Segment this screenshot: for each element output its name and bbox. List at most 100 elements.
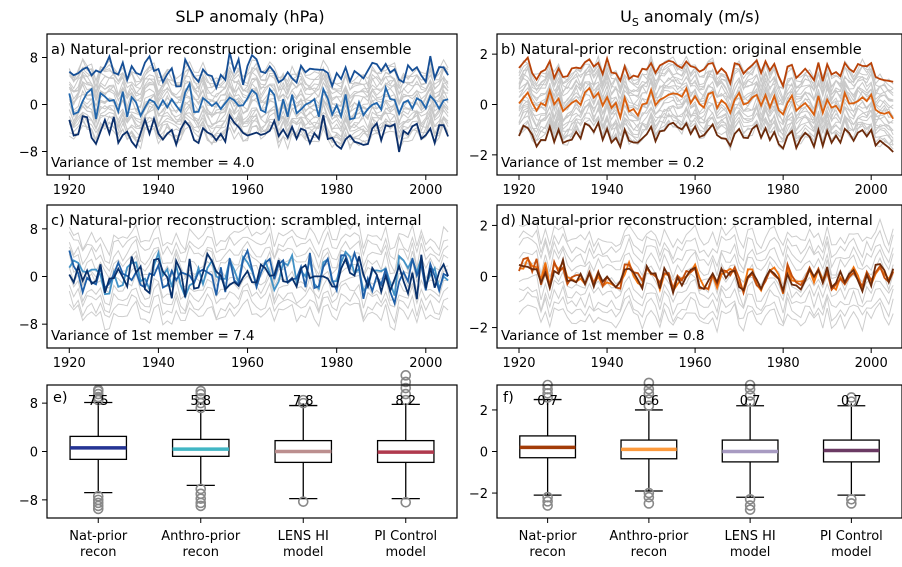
y-tick-label: 0 xyxy=(30,446,38,461)
category-label: recon xyxy=(631,545,667,560)
ensemble-member-line xyxy=(68,65,449,93)
y-tick-label: 2 xyxy=(480,48,488,63)
y-tick-label: 0 xyxy=(30,271,38,286)
x-tick-label: 2000 xyxy=(409,183,442,198)
ensemble-member-line xyxy=(68,97,449,126)
outlier-marker xyxy=(643,400,655,412)
outlier-marker xyxy=(400,388,412,400)
ensemble-member-line xyxy=(518,114,894,147)
ensemble-member-line xyxy=(518,112,894,146)
outlier-marker xyxy=(744,396,756,407)
x-tick-label: 1960 xyxy=(231,356,264,371)
ensemble-member-line xyxy=(68,67,449,98)
ensemble-member-line xyxy=(518,284,894,316)
axes-frame-a xyxy=(46,33,458,176)
outlier-marker xyxy=(400,394,412,406)
category-label: model xyxy=(283,545,323,560)
series-line-2 xyxy=(518,55,894,89)
category-label: Anthro-prior xyxy=(161,529,241,544)
outlier-marker xyxy=(744,500,756,511)
x-tick-label: 2000 xyxy=(855,356,888,371)
axes-frame-e xyxy=(46,384,458,519)
outlier-marker xyxy=(400,376,412,388)
x-tick-label: 1940 xyxy=(142,356,175,371)
variance-annotation-b: Variance of 1st member = 0.2 xyxy=(501,155,705,171)
panel-d: 1920 1940 1960 1980 2000 d) Natural-prior rec… xyxy=(469,204,902,371)
box-value-label: 0.7 xyxy=(740,394,761,409)
outlier-marker xyxy=(92,497,104,509)
ensemble-member-line xyxy=(518,229,894,262)
outlier-marker xyxy=(297,397,309,409)
panel-b: 1920 1940 1960 1980 2000 b) Natural-prior rec… xyxy=(469,33,902,198)
outlier-marker xyxy=(744,504,756,515)
y-tick-label: 2 xyxy=(480,404,488,419)
variance-annotation-a: Variance of 1st member = 4.0 xyxy=(51,155,255,171)
x-tick-label: 1940 xyxy=(591,183,624,198)
outlier-marker xyxy=(400,496,412,508)
panel-title-a: a) Natural-prior reconstruction: origina… xyxy=(51,42,411,58)
y-tick-label: −8 xyxy=(19,146,38,161)
outlier-marker xyxy=(643,498,655,509)
outlier-marker xyxy=(643,491,655,503)
outlier-marker xyxy=(297,496,309,507)
ensemble-member-line xyxy=(68,281,449,314)
x-tick-label: 1980 xyxy=(320,183,353,198)
axes-frame-d xyxy=(496,204,902,349)
ensemble-member-line xyxy=(68,58,449,89)
outlier-marker xyxy=(195,388,207,400)
axes-frame-f xyxy=(496,384,902,519)
outlier-marker xyxy=(195,493,207,504)
category-label: Nat-prior xyxy=(519,529,578,544)
category-label: PI Control xyxy=(374,529,437,544)
variance-annotation-d: Variance of 1st member = 0.8 xyxy=(501,328,705,344)
series-line-3 xyxy=(518,120,894,153)
x-tick-label: 1920 xyxy=(53,356,86,371)
x-tick-label: 1960 xyxy=(231,183,264,198)
outlier-marker xyxy=(744,493,756,505)
ensemble-member-line xyxy=(68,222,449,257)
ensemble-member-line xyxy=(518,291,894,325)
ensemble-member-line xyxy=(68,246,449,280)
outlier-marker xyxy=(92,388,104,400)
outlier-marker xyxy=(195,497,207,509)
y-tick-label: 0 xyxy=(480,271,488,286)
plot-area-d xyxy=(518,217,895,334)
x-tick-label: 1940 xyxy=(142,183,175,198)
plot-area-a xyxy=(68,51,449,153)
category-label: model xyxy=(730,545,770,560)
ensemble-member-line xyxy=(518,273,894,309)
ensemble-member-line xyxy=(69,122,449,152)
y-tick-label: −2 xyxy=(469,487,488,502)
ensemble-member-line xyxy=(68,108,449,138)
ensemble-member-line xyxy=(518,217,894,250)
box-value-label: 7.5 xyxy=(88,394,109,409)
outlier-marker xyxy=(92,503,104,515)
ensemble-member-line xyxy=(518,60,894,93)
y-tick-label: 8 xyxy=(30,397,38,412)
y-tick-label: 8 xyxy=(30,223,38,238)
ensemble-member-line xyxy=(518,99,894,133)
outlier-marker xyxy=(846,493,857,505)
series-line-2 xyxy=(68,51,449,91)
y-tick-label: 0 xyxy=(480,446,488,461)
x-tick-label: 1980 xyxy=(767,183,800,198)
panel-e: 7.5Nat-priorrecon5.8Anthro-priorrecon7.8… xyxy=(19,370,458,560)
ensemble-member-line xyxy=(518,103,894,139)
category-label: Anthro-prior xyxy=(609,529,689,544)
outlier-marker xyxy=(643,487,655,499)
series-line-1 xyxy=(68,81,449,121)
panel-f: 0.7Nat-priorrecon0.6Anthro-priorrecon0.7… xyxy=(469,377,902,560)
ensemble-member-line xyxy=(518,299,894,334)
ensemble-member-line xyxy=(518,247,894,280)
outlier-marker xyxy=(297,394,309,406)
y-tick-label: 0 xyxy=(480,99,488,114)
category-label: Nat-prior xyxy=(69,529,128,544)
ensemble-member-line xyxy=(68,289,449,325)
axes-frame-c xyxy=(46,204,458,349)
outlier-marker xyxy=(195,500,207,512)
y-tick-label: 2 xyxy=(480,219,488,234)
outlier-marker xyxy=(195,392,207,404)
outlier-marker xyxy=(400,382,412,394)
